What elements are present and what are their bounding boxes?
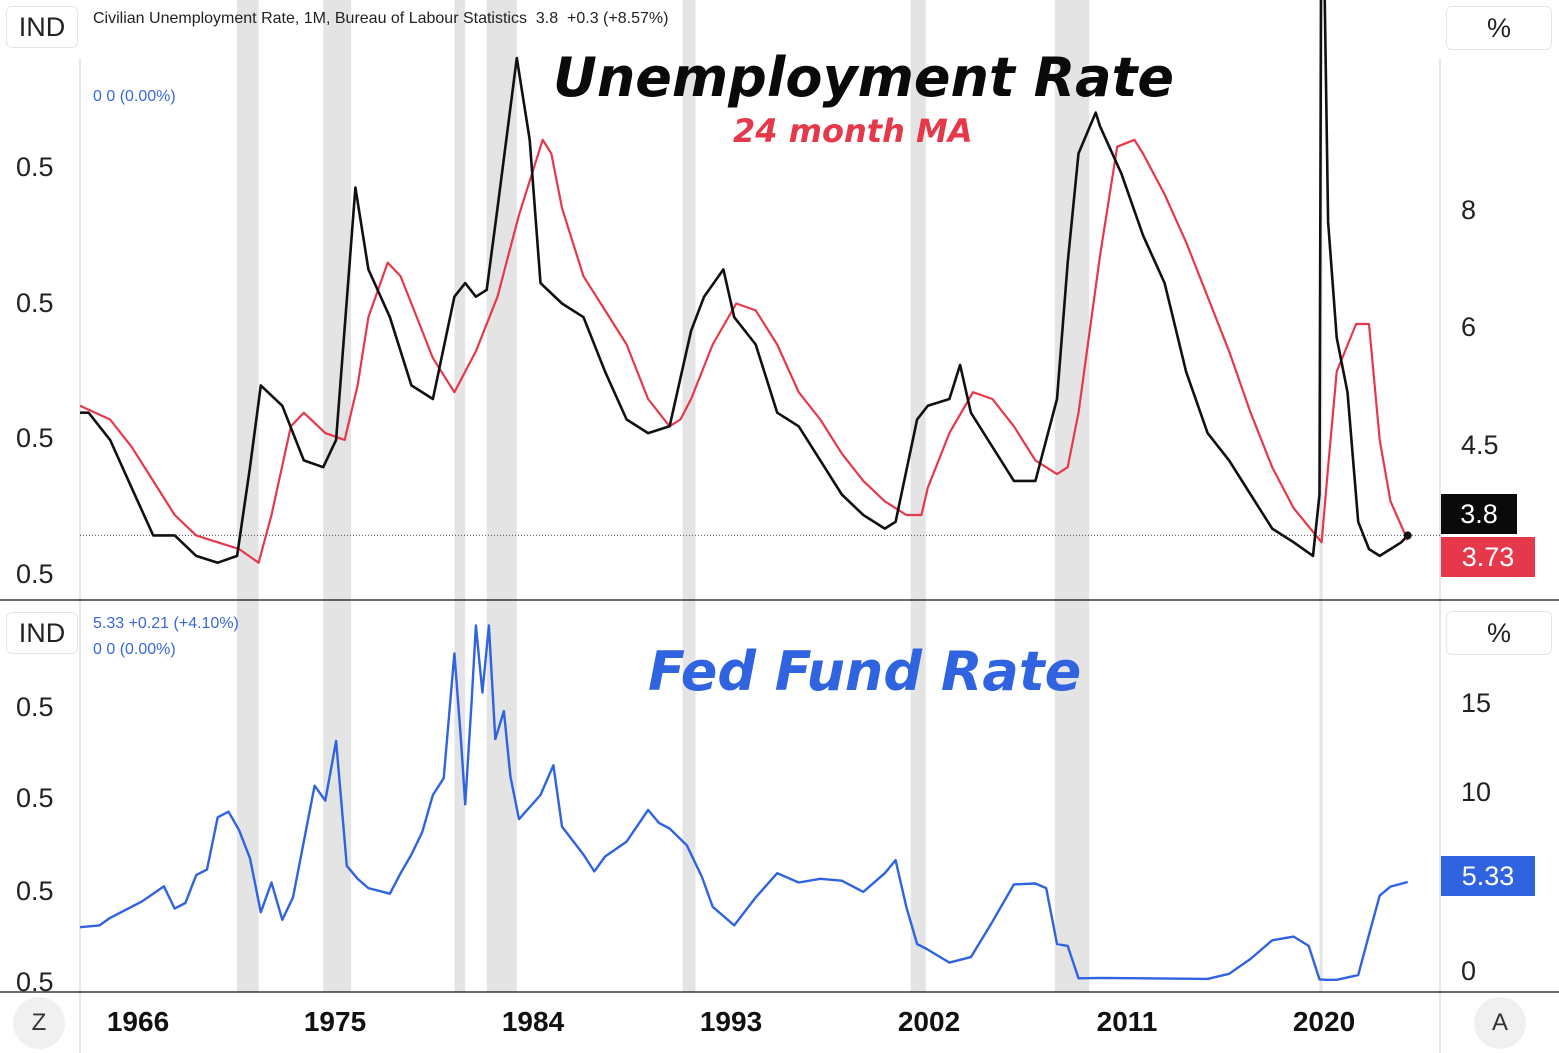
last-value-tag: 3.8 — [1441, 494, 1517, 534]
series-layer — [79, 0, 1412, 981]
recession-band-2 — [323, 0, 352, 992]
indicator-legend-top: Civilian Unemployment Rate, 1M, Bureau o… — [93, 10, 668, 28]
ma-readout-top: 0 0 (0.00%) — [93, 88, 176, 105]
x-tick-2020: 2020 — [1292, 1006, 1356, 1037]
left-tick-top-1: 0.5 — [16, 152, 54, 182]
recession-band-3 — [454, 0, 466, 992]
left-tick-top-2: 0.5 — [16, 288, 54, 318]
indicator-value: 3.8 — [535, 10, 559, 27]
indicator-title: Civilian Unemployment Rate, 1M, Bureau o… — [93, 10, 527, 27]
recession-band-7 — [1054, 0, 1090, 992]
ma-24-month-line — [79, 138, 1409, 564]
left-tick-bottom-2: 0.5 — [16, 783, 54, 813]
indicator-label-bottom[interactable]: IND — [6, 612, 78, 654]
recession-band-5 — [682, 0, 696, 992]
right-tick-top-3: 4.5 — [1461, 430, 1499, 460]
left-tick-bottom-3: 0.5 — [16, 876, 54, 906]
x-tick-1984: 1984 — [501, 1006, 565, 1037]
x-tick-2011: 2011 — [1096, 1006, 1158, 1037]
x-tick-1966: 1966 — [106, 1006, 170, 1037]
right-tick-top-2: 6 — [1461, 312, 1477, 342]
recession-bands — [237, 0, 1323, 992]
right-tick-bottom-4: 0 — [1461, 956, 1477, 986]
indicator-change: +0.3 (+8.57%) — [567, 10, 669, 27]
right-tick-bottom-1: 15 — [1461, 688, 1492, 718]
left-tick-bottom-1: 0.5 — [16, 692, 54, 722]
axes-lines — [0, 58, 1559, 1053]
ma-last-value-tag: 3.73 — [1441, 537, 1535, 577]
left-tick-top-3: 0.5 — [16, 423, 54, 453]
top-chart-title: Unemployment Rate — [553, 46, 1175, 109]
zoom-button[interactable]: Z — [13, 997, 65, 1049]
right-tick-bottom-2: 10 — [1461, 777, 1492, 807]
recession-band-4 — [486, 0, 517, 992]
fed-readout-2: 0 0 (0.00%) — [93, 641, 176, 658]
unit-box-bottom[interactable]: % — [1446, 611, 1552, 655]
x-tick-1993: 1993 — [699, 1006, 763, 1037]
right-tick-top-1: 8 — [1461, 195, 1477, 225]
left-tick-top-4: 0.5 — [16, 559, 54, 589]
top-chart-subtitle: 24 month MA — [733, 112, 973, 150]
recession-band-8 — [1319, 0, 1323, 992]
unemployment-rate-line — [80, 0, 1409, 564]
last-point-marker — [1403, 531, 1412, 540]
x-tick-2002: 2002 — [897, 1006, 961, 1037]
auto-scale-button[interactable]: A — [1474, 997, 1526, 1049]
recession-band-6 — [910, 0, 926, 992]
fed-funds-rate-line — [79, 624, 1409, 981]
recession-band-1 — [237, 0, 259, 992]
bottom-chart-title: Fed Fund Rate — [648, 640, 1082, 703]
left-tick-bottom-4: 0.5 — [16, 967, 54, 997]
fed-readout-1: 5.33 +0.21 (+4.10%) — [93, 615, 239, 632]
fed-last-value-tag: 5.33 — [1441, 856, 1535, 896]
x-tick-1975: 1975 — [303, 1006, 367, 1037]
unit-box-top[interactable]: % — [1446, 6, 1552, 50]
indicator-label-top[interactable]: IND — [6, 6, 78, 48]
